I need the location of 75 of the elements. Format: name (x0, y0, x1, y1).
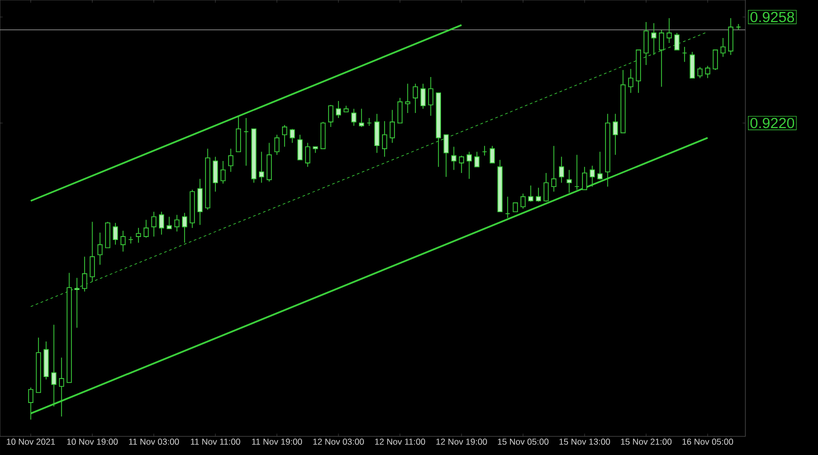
x-tick-label: 12 Nov 11:00 (375, 438, 426, 445)
x-tick-label: 12 Nov 19:00 (436, 438, 487, 445)
candlestick (490, 146, 495, 164)
candlestick (174, 214, 180, 232)
candlestick (597, 151, 603, 180)
y-tick-label: 0.9220 (750, 118, 794, 128)
x-tick-label: 12 Nov 03:00 (313, 438, 364, 445)
candlestick (151, 211, 156, 237)
candlestick (466, 151, 472, 180)
candlestick (697, 66, 703, 79)
x-tick-label: 15 Nov 21:00 (621, 438, 672, 445)
candlestick (544, 172, 549, 202)
candlestick (390, 110, 395, 144)
candlestick (220, 160, 226, 184)
y-tick-label: 0.9258 (750, 12, 794, 22)
candlestick (528, 185, 534, 202)
candlestick (428, 76, 434, 116)
candlestick (212, 156, 218, 192)
candlestick (290, 128, 295, 144)
candlestick (305, 142, 310, 168)
candlestick (182, 212, 188, 244)
candlestick (628, 68, 634, 94)
candlestick (274, 134, 280, 156)
x-tick-label: 15 Nov 05:00 (498, 438, 548, 445)
x-tick-label: 11 Nov 03:00 (129, 438, 179, 445)
x-tick-label: 10 Nov 2021 (6, 438, 55, 445)
candlestick (374, 113, 380, 154)
candlestick (558, 156, 564, 184)
candlestick (405, 83, 410, 114)
candlestick (97, 232, 103, 266)
candlestick (197, 178, 203, 226)
candlestick (690, 51, 695, 79)
candlestick (120, 230, 126, 252)
candlestick (90, 221, 95, 282)
candlestick (112, 222, 118, 246)
candlestick (536, 187, 541, 202)
candlestick (144, 219, 149, 238)
candlestick (328, 104, 334, 128)
x-tick-label: 11 Nov 19:00 (252, 438, 302, 445)
candlestick (520, 193, 526, 210)
candlestick (236, 115, 242, 152)
candlestick (412, 83, 418, 114)
candlestick (712, 50, 718, 70)
candlestick (720, 38, 726, 58)
candlestick (351, 108, 356, 126)
candlestick (158, 211, 164, 236)
candlestick (705, 65, 710, 79)
candlestick (166, 216, 172, 230)
candlestick (282, 124, 288, 148)
candlestick (297, 134, 303, 160)
candlestick (451, 146, 456, 170)
candlestick (228, 148, 234, 172)
x-tick-label: 10 Nov 19:00 (67, 438, 118, 445)
candlestick (136, 228, 142, 244)
candlestick (551, 146, 556, 192)
candlestick (612, 113, 618, 156)
candlestick (666, 18, 672, 44)
candlestick (358, 108, 364, 128)
x-tick-label: 15 Nov 13:00 (559, 438, 610, 445)
candlestick (420, 83, 426, 110)
x-tick-label: 11 Nov 11:00 (190, 438, 240, 445)
candlestick (590, 165, 595, 188)
x-tick-label: 16 Nov 05:00 (682, 438, 734, 445)
candlestick (258, 151, 264, 184)
candlestick (566, 170, 572, 194)
candlestick (82, 256, 88, 292)
candlestick (51, 324, 56, 407)
candlestick (474, 151, 480, 168)
candlestick (728, 18, 734, 56)
candlestick (382, 120, 388, 158)
candlestick (458, 155, 464, 174)
candlestick (444, 134, 449, 178)
candlestick (397, 98, 403, 124)
candlestick (582, 166, 588, 190)
candlestick (336, 100, 341, 118)
